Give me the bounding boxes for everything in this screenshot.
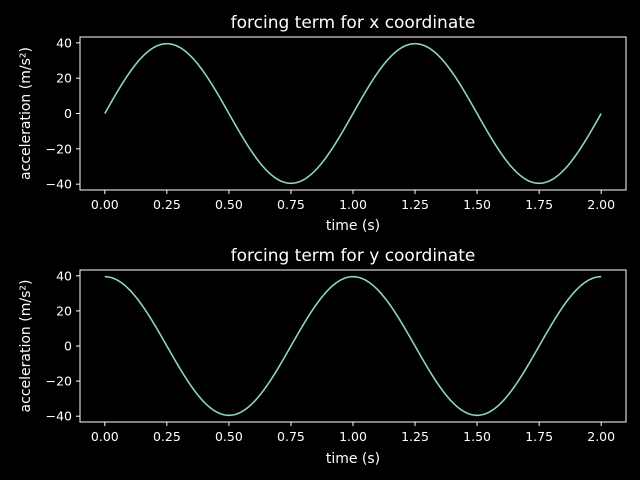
x-tick-label: 1.75 (525, 197, 553, 212)
x-tick-label: 0.00 (91, 429, 119, 444)
x-tick-label: 2.00 (587, 429, 615, 444)
y-tick-label: 20 (56, 71, 72, 86)
y-tick-label: 0 (64, 339, 72, 354)
x-tick-label: 1.00 (339, 197, 367, 212)
series-line (104, 275, 602, 417)
chart-title: forcing term for x coordinate (231, 13, 476, 33)
y-tick-label: 40 (56, 268, 72, 283)
y-axis-label: acceleration (m/s²) (18, 47, 34, 180)
x-tick-label: 1.25 (401, 197, 429, 212)
x-tick-label: 0.25 (153, 197, 181, 212)
series-line (104, 42, 602, 185)
x-axis-label: time (s) (326, 218, 380, 234)
x-axis-label: time (s) (326, 451, 380, 467)
x-tick-label: 0.50 (215, 197, 243, 212)
axes-frame (79, 269, 627, 423)
y-tick-label: −40 (46, 409, 72, 424)
x-tick-label: 1.25 (401, 429, 429, 444)
y-tick-label: −40 (46, 177, 72, 192)
x-tick-label: 1.00 (339, 429, 367, 444)
y-tick-label: 0 (64, 106, 72, 121)
y-tick-label: −20 (46, 141, 72, 156)
x-tick-label: 0.50 (215, 429, 243, 444)
x-tick-label: 1.50 (463, 429, 491, 444)
y-tick-label: 40 (56, 35, 72, 50)
x-tick-label: 0.25 (153, 429, 181, 444)
plot-y-coordinate: 0.00 0.25 0.50 0.75 1.00 1.25 1.50 1.75 2.00 −40 −… (18, 246, 627, 467)
y-tick-label: −20 (46, 374, 72, 389)
y-axis-label: acceleration (m/s²) (18, 280, 34, 413)
plot-x-coordinate: 0.00 0.25 0.50 0.75 1.00 1.25 1.50 1.75 2.00 −40 −… (18, 13, 627, 234)
x-tick-label: 0.75 (277, 429, 305, 444)
x-tick-label: 1.50 (463, 197, 491, 212)
x-tick-label: 0.00 (91, 197, 119, 212)
chart-title: forcing term for y coordinate (231, 246, 476, 266)
y-tick-label: 20 (56, 303, 72, 318)
x-tick-label: 0.75 (277, 197, 305, 212)
x-tick-label: 2.00 (587, 197, 615, 212)
x-tick-label: 1.75 (525, 429, 553, 444)
